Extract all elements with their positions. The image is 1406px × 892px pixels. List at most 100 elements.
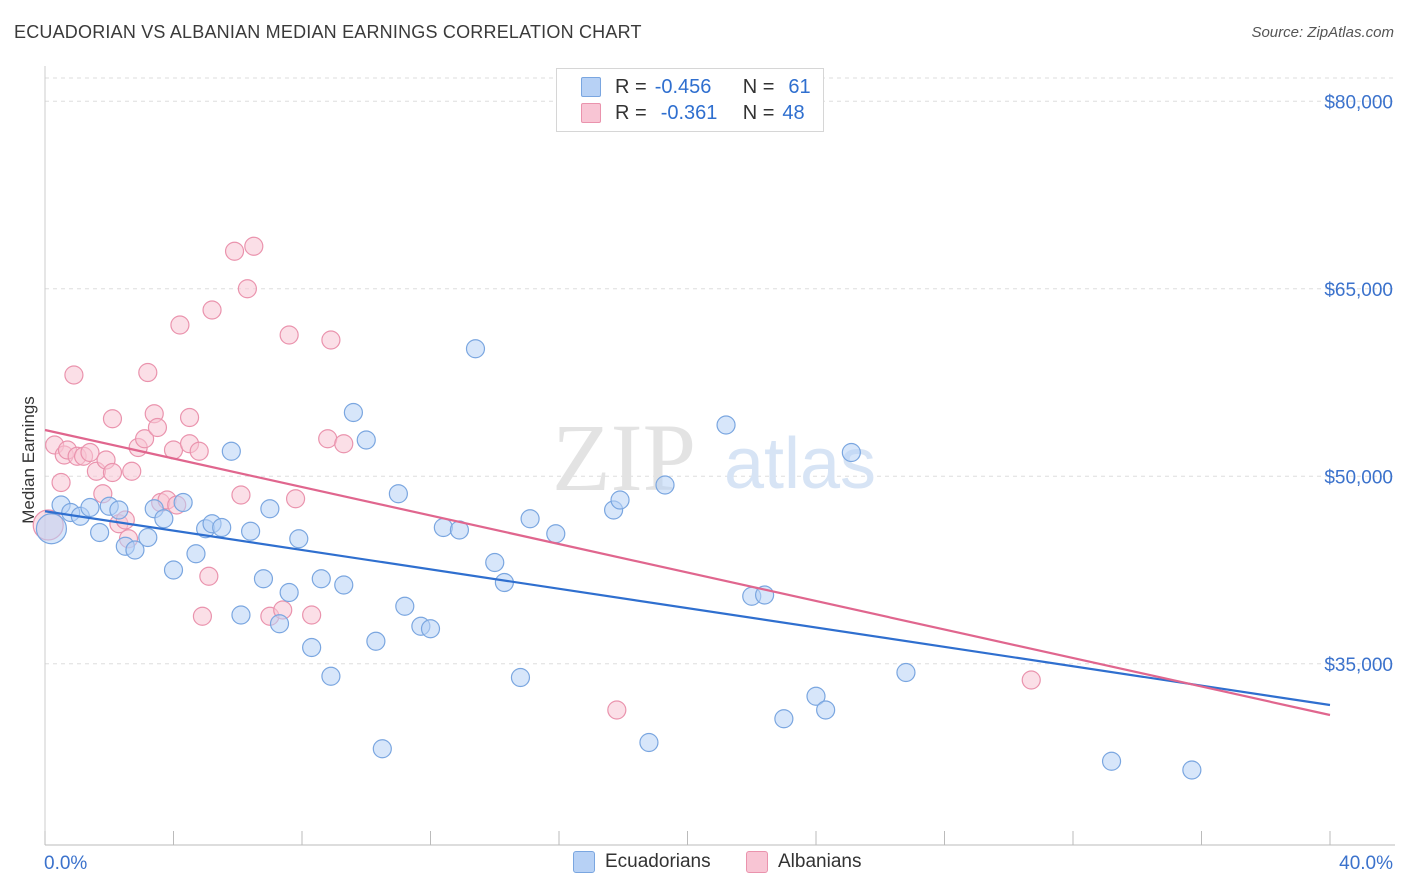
x-tick-label-max: 40.0%: [1339, 853, 1393, 874]
ecuadorians-point: [302, 637, 322, 658]
legend-row-albanians: R = -0.361 N = 48: [581, 101, 805, 125]
albanians-point: [607, 700, 627, 720]
albanians-point: [199, 566, 219, 586]
albanians-point: [64, 365, 84, 385]
albanians-point: [147, 417, 168, 438]
x-tick-labels: 0.0% 40.0%: [44, 853, 1393, 874]
ecuadorians-point: [546, 524, 566, 544]
albanians-trend-line: [44, 428, 1331, 717]
source-label: Source: ZipAtlas.com: [1251, 24, 1394, 41]
albanians-point: [170, 315, 190, 335]
ecuadorians-point: [356, 430, 376, 450]
albanians-point: [202, 300, 222, 320]
n-value: 61: [788, 75, 811, 98]
ecuadorians-point: [125, 540, 145, 560]
albanians-swatch: [581, 103, 601, 123]
albanians-point: [231, 485, 251, 505]
y-tick-label: $35,000: [1324, 655, 1393, 676]
legend-item-albanians: Albanians: [746, 851, 861, 873]
albanians-swatch: [746, 851, 768, 873]
albanians-point: [80, 442, 100, 463]
albanians-point: [318, 429, 338, 449]
ecuadorians-point: [388, 484, 408, 504]
ecuadorians-point: [366, 631, 386, 651]
ecuadorians-point: [1101, 751, 1122, 771]
ecuadorians-point: [655, 475, 675, 495]
n-value: 48: [782, 101, 805, 124]
ecuadorians-point: [896, 662, 916, 683]
ecuadorians-point: [610, 490, 630, 510]
albanians-point: [189, 441, 209, 461]
r-label: R =: [615, 75, 647, 98]
axes: [44, 66, 1395, 846]
albanians-point: [244, 236, 264, 256]
r-value: -0.456: [654, 75, 712, 98]
ecuadorians-point: [465, 339, 486, 359]
ecuadorians-point: [231, 605, 251, 625]
ecuadorians-point: [138, 527, 158, 548]
ecuadorians-point: [485, 552, 505, 573]
correlation-legend: R = -0.456 N = 61 R = -0.361 N = 48: [556, 68, 824, 132]
ecuadorians-point: [173, 492, 193, 513]
chart-title: ECUADORIAN VS ALBANIAN MEDIAN EARNINGS C…: [14, 22, 642, 42]
ecuadorians-label: Ecuadorians: [605, 851, 711, 872]
ecuadorians-point: [639, 732, 659, 753]
y-tick-label: $50,000: [1324, 467, 1393, 488]
ecuadorians-point: [321, 666, 341, 686]
ecuadorians-point: [311, 569, 331, 589]
ecuadorians-point: [520, 509, 540, 529]
ecuadorians-point: [716, 415, 736, 435]
albanians-point: [285, 489, 306, 509]
ecuadorians-trend-line: [44, 510, 1331, 707]
ecuadorians-swatch: [573, 851, 595, 873]
y-tick-labels: $80,000 $65,000 $50,000 $35,000: [1324, 92, 1393, 676]
albanians-point: [102, 462, 123, 483]
grid-lines: [45, 77, 1395, 665]
ecuadorians-point: [816, 700, 836, 720]
x-tick-label-min: 0.0%: [44, 853, 87, 874]
albanians-point: [138, 362, 158, 383]
ecuadorians-point: [372, 739, 392, 759]
albanians-point: [237, 279, 257, 299]
albanians-point: [51, 472, 71, 493]
albanians-point: [321, 330, 341, 350]
ecuadorians-point: [90, 522, 110, 543]
ecuadorians-point: [80, 497, 100, 518]
r-value: -0.361: [660, 101, 718, 124]
ecuadorians-point: [221, 441, 241, 461]
ecuadorians-points: [35, 339, 1202, 780]
albanians-point: [302, 605, 322, 625]
ecuadorians-point: [395, 596, 415, 616]
ecuadorians-point: [269, 614, 290, 634]
ecuadorians-point: [343, 402, 363, 423]
ecuadorians-point: [253, 569, 274, 589]
albanians-label: Albanians: [778, 851, 862, 872]
watermark-atlas: atlas: [724, 424, 876, 504]
ecuadorians-point: [186, 544, 206, 564]
legend-item-ecuadorians: Ecuadorians: [573, 851, 711, 873]
n-label: N =: [742, 75, 775, 98]
albanians-point: [224, 241, 245, 261]
ecuadorians-point: [774, 709, 794, 729]
ecuadorians-point: [154, 509, 174, 529]
ecuadorians-point: [260, 499, 280, 519]
albanians-point: [122, 461, 142, 481]
ecuadorians-point: [212, 517, 232, 538]
n-label: N =: [742, 101, 775, 124]
ecuadorians-point: [433, 517, 453, 538]
ecuadorians-point: [806, 686, 826, 706]
ecuadorians-point: [1182, 760, 1202, 780]
legend-row-ecuadorians: R = -0.456 N = 61: [581, 75, 811, 99]
trend-lines: [44, 428, 1331, 717]
ecuadorians-point: [279, 582, 299, 603]
watermark: ZIP atlas: [552, 404, 876, 511]
ecuadorians-point: [241, 521, 261, 541]
ecuadorians-point: [510, 667, 531, 688]
albanians-point: [192, 606, 213, 626]
ecuadorians-point: [163, 560, 184, 580]
y-tick-label: $65,000: [1324, 280, 1393, 301]
ecuadorians-point: [841, 442, 861, 463]
ecuadorians-point: [420, 619, 441, 639]
albanians-point: [179, 407, 200, 428]
